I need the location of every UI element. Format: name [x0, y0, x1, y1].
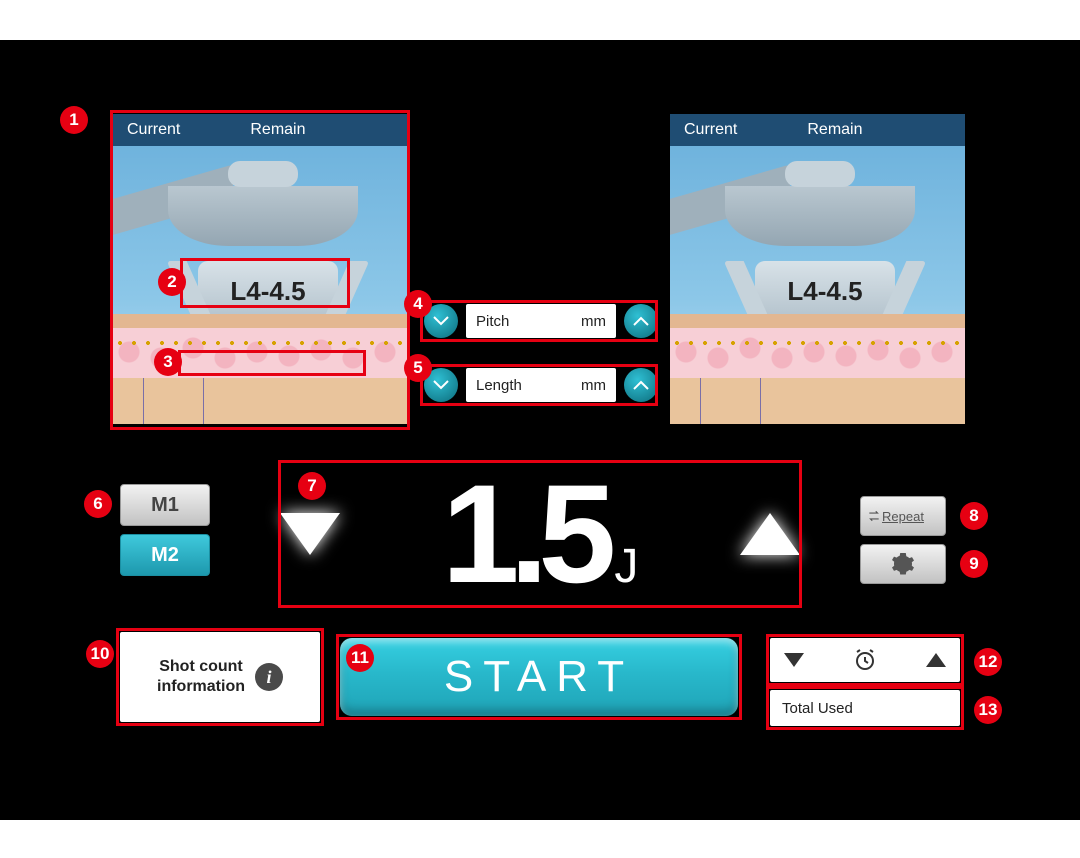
repeat-label: Repeat	[882, 509, 924, 524]
repeat-icon	[867, 509, 881, 523]
cartridge-illustration: L4-4.5	[113, 146, 408, 424]
energy-value: 1.5	[442, 464, 607, 604]
annotation-badge: 7	[298, 472, 326, 500]
pitch-field: Pitch mm	[466, 304, 616, 338]
annotation-badge: 11	[346, 644, 374, 672]
pitch-up-button[interactable]	[624, 304, 658, 338]
cartridge-label: L4-4.5	[198, 261, 338, 321]
length-field: Length mm	[466, 368, 616, 402]
gear-icon	[891, 552, 915, 576]
header-remain: Remain	[250, 121, 305, 139]
chevron-up-icon	[633, 316, 649, 326]
total-used-label: Total Used	[782, 700, 853, 717]
length-label: Length	[476, 377, 522, 394]
pitch-unit: mm	[581, 313, 606, 330]
annotation-badge: 3	[154, 348, 182, 376]
chevron-down-icon	[433, 316, 449, 326]
chevron-up-icon	[633, 380, 649, 390]
header-remain: Remain	[807, 121, 862, 139]
info-icon: i	[255, 663, 283, 691]
annotation-badge: 10	[86, 640, 114, 668]
pitch-label: Pitch	[476, 313, 509, 330]
annotation-badge: 13	[974, 696, 1002, 724]
chevron-down-icon	[433, 380, 449, 390]
annotation-badge: 9	[960, 550, 988, 578]
mode-m1-button[interactable]: M1	[120, 484, 210, 526]
header-current: Current	[127, 121, 180, 139]
total-used-box: Total Used	[770, 690, 960, 726]
annotation-badge: 12	[974, 648, 1002, 676]
settings-button[interactable]	[860, 544, 946, 584]
annotation-badge: 6	[84, 490, 112, 518]
annotation-badge: 2	[158, 268, 186, 296]
mode-m2-button[interactable]: M2	[120, 534, 210, 576]
device-screen: Current Remain L4-4.5 Current Remain L4-…	[0, 40, 1080, 820]
timer-down-button[interactable]	[784, 653, 804, 667]
annotation-badge: 8	[960, 502, 988, 530]
header-current: Current	[684, 121, 737, 139]
shot-count-text: Shot count information	[157, 657, 245, 697]
start-button[interactable]: START	[340, 638, 738, 716]
energy-control: 1.5 J	[280, 464, 800, 604]
annotation-badge: 4	[404, 290, 432, 318]
pitch-stepper: Pitch mm	[424, 304, 658, 338]
mode-selector: M1 M2	[120, 484, 210, 584]
length-stepper: Length mm	[424, 368, 658, 402]
annotation-badge: 1	[60, 106, 88, 134]
panel-header: Current Remain	[670, 114, 965, 146]
energy-up-button[interactable]	[740, 513, 800, 555]
shot-count-card[interactable]: Shot count information i	[120, 632, 320, 722]
energy-unit: J	[614, 539, 638, 594]
timer-up-button[interactable]	[926, 653, 946, 667]
timer-stepper	[770, 638, 960, 682]
length-up-button[interactable]	[624, 368, 658, 402]
cartridge-label: L4-4.5	[755, 261, 895, 321]
annotation-badge: 5	[404, 354, 432, 382]
length-unit: mm	[581, 377, 606, 394]
alarm-icon	[853, 648, 877, 672]
repeat-button[interactable]: Repeat	[860, 496, 946, 536]
cartridge-panel-left: Current Remain L4-4.5	[113, 114, 408, 424]
energy-down-button[interactable]	[280, 513, 340, 555]
cartridge-illustration: L4-4.5	[670, 146, 965, 424]
cartridge-panel-right: Current Remain L4-4.5	[670, 114, 965, 424]
panel-header: Current Remain	[113, 114, 408, 146]
